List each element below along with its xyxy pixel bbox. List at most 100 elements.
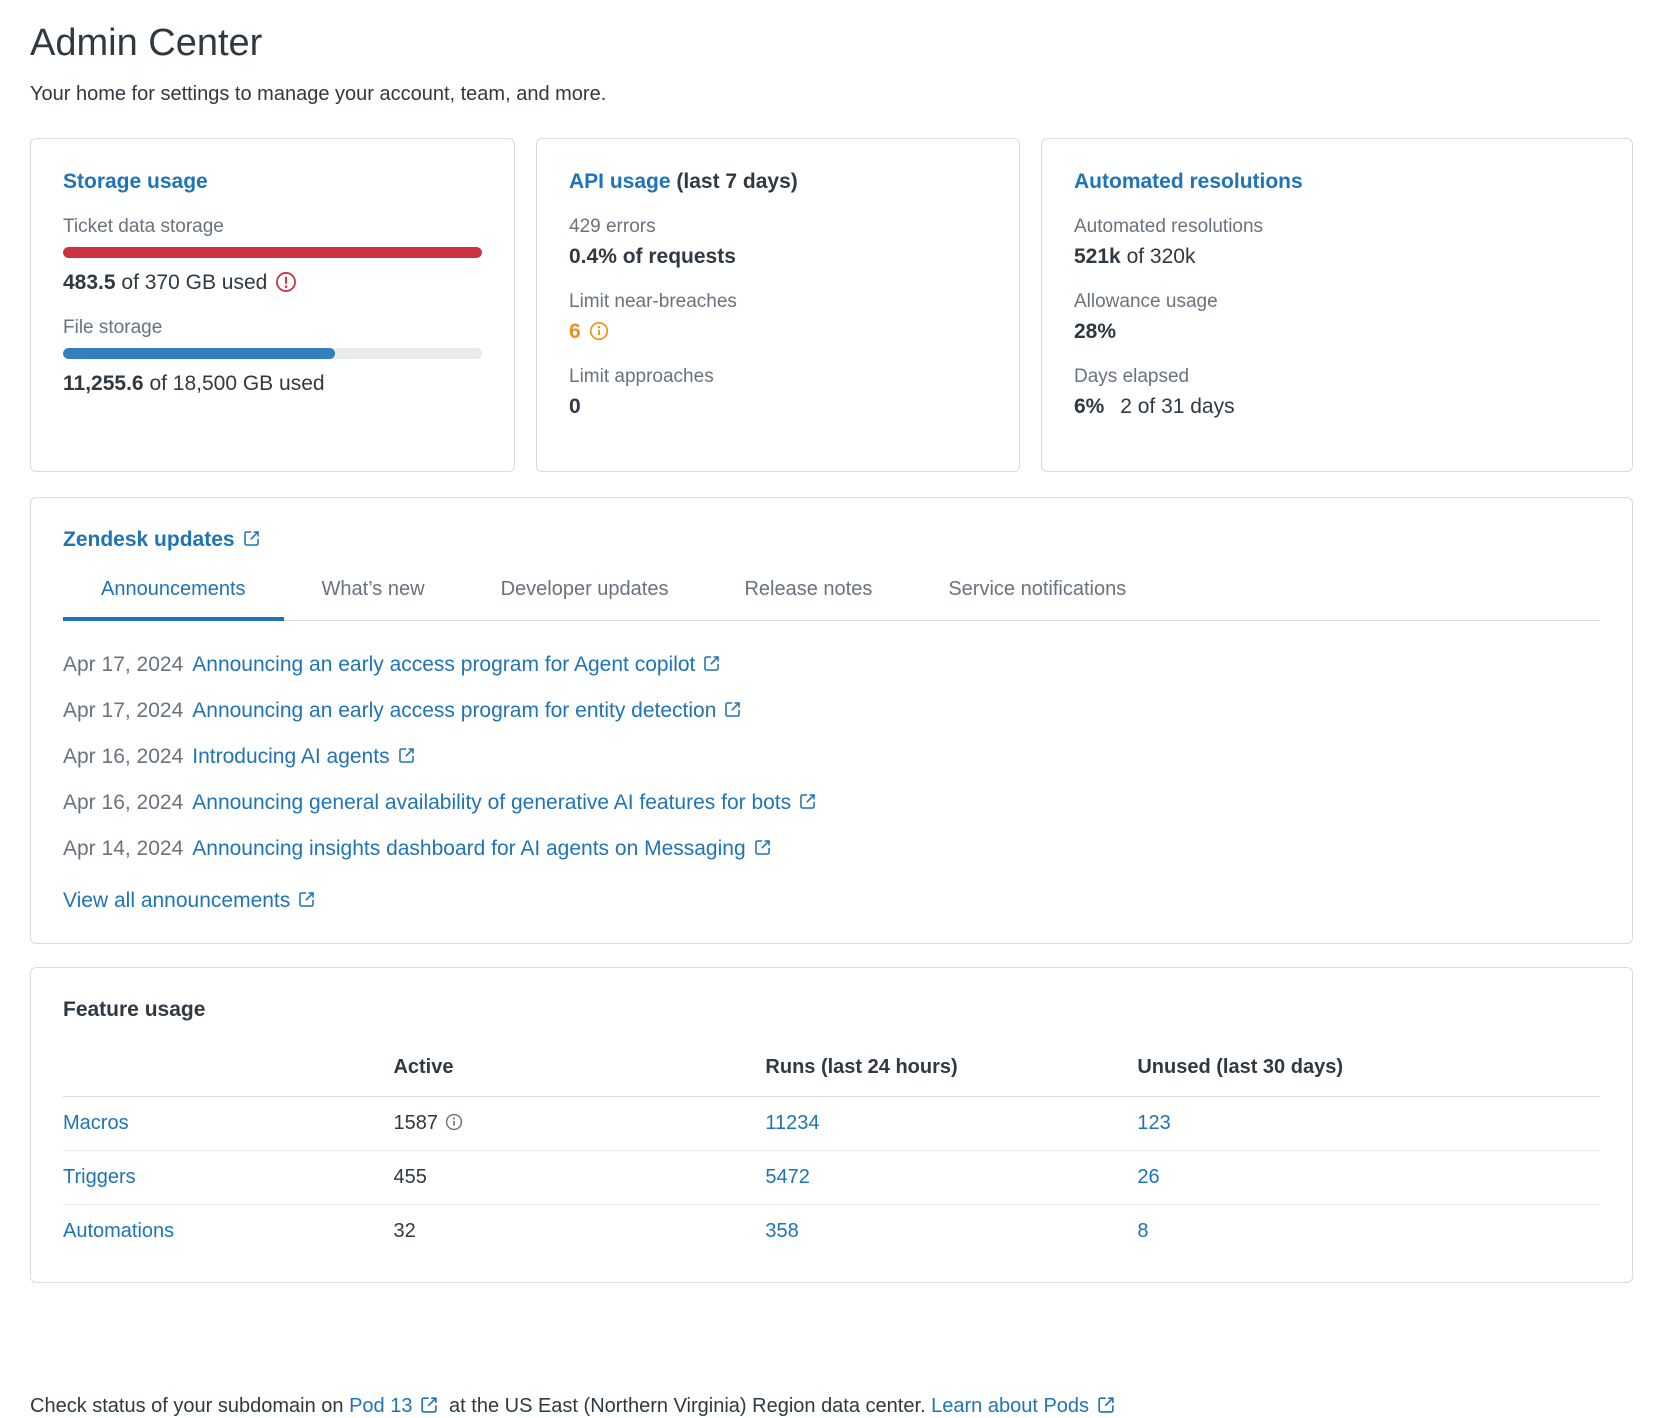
automations-runs-link[interactable]: 358 [765, 1220, 799, 1243]
storage-usage-title: Storage usage [63, 169, 482, 194]
tab-developer-updates[interactable]: Developer updates [500, 578, 669, 601]
external-link-icon [702, 654, 721, 673]
footer-prefix: Check status of your subdomain on [30, 1395, 344, 1418]
triggers-runs-link[interactable]: 5472 [765, 1166, 810, 1189]
column-header-runs: Runs (last 24 hours) [765, 1056, 958, 1079]
feature-usage-card: Feature usage Active Runs (last 24 hours… [30, 967, 1633, 1284]
tab-whats-new[interactable]: What’s new [321, 578, 425, 601]
page-subtitle: Your home for settings to manage your ac… [30, 83, 607, 105]
announcement-row: Apr 16, 2024 Announcing general availabil… [63, 780, 1600, 826]
announcement-date: Apr 17, 2024 [63, 653, 184, 677]
external-link-icon [1096, 1395, 1116, 1415]
api-errors-value: 0.4% of requests [569, 245, 736, 269]
footer-middle: at the US East (Northern Virginia) Regio… [449, 1395, 926, 1418]
announcement-link[interactable]: Announcing general availability of gener… [192, 791, 792, 815]
tab-service-notifications[interactable]: Service notifications [948, 578, 1127, 601]
announcement-link[interactable]: Announcing insights dashboard for AI age… [192, 837, 746, 861]
days-elapsed-value: 6% 2 of 31 days [1074, 395, 1235, 419]
announcement-row: Apr 17, 2024 Announcing an early access p… [63, 688, 1600, 734]
limit-approaches-label: Limit approaches [569, 366, 714, 388]
admin-center-page: Admin Center Your home for settings to m… [30, 22, 1633, 1418]
macros-unused-link[interactable]: 123 [1137, 1112, 1171, 1135]
days-elapsed-label: Days elapsed [1074, 366, 1190, 388]
pod-link[interactable]: Pod 13 [349, 1395, 413, 1418]
table-row-triggers: Triggers 455 5472 26 [63, 1151, 1600, 1206]
file-storage-suffix: of 18,500 GB used [149, 372, 325, 396]
macros-runs-link[interactable]: 11234 [765, 1112, 820, 1135]
external-link-icon [397, 746, 416, 765]
triggers-unused-link[interactable]: 26 [1137, 1166, 1160, 1189]
api-usage-link[interactable]: API usage [569, 170, 671, 193]
feature-usage-title: Feature usage [63, 998, 206, 1022]
external-link-icon [297, 890, 316, 909]
announcement-date: Apr 14, 2024 [63, 837, 184, 861]
announcement-link[interactable]: Announcing an early access program for A… [192, 653, 696, 677]
ticket-storage-progressbar [63, 247, 482, 259]
learn-about-pods-link[interactable]: Learn about Pods [931, 1395, 1090, 1418]
view-all-announcements-link[interactable]: View all announcements [63, 889, 316, 913]
announcement-list: Apr 17, 2024 Announcing an early access p… [63, 642, 1600, 872]
automated-resolutions-card: Automated resolutions Automated resoluti… [1041, 138, 1633, 473]
limit-approaches-value: 0 [569, 395, 581, 419]
announcement-date: Apr 16, 2024 [63, 791, 184, 815]
feature-usage-table: Active Runs (last 24 hours) Unused (last… [63, 1044, 1600, 1258]
announcement-date: Apr 16, 2024 [63, 745, 184, 769]
table-row-automations: Automations 32 358 8 [63, 1205, 1600, 1258]
feature-usage-header-row: Active Runs (last 24 hours) Unused (last… [63, 1044, 1600, 1098]
file-storage-progress-fill [63, 348, 336, 360]
zendesk-updates-link[interactable]: Zendesk updates [63, 528, 235, 552]
file-storage-value: 11,255.6 of 18,500 GB used [63, 372, 482, 396]
storage-usage-card: Storage usage Ticket data storage 483.5 … [30, 138, 515, 473]
file-storage-label: File storage [63, 317, 163, 339]
ticket-storage-used: 483.5 [63, 271, 116, 295]
announcement-link[interactable]: Announcing an early access program for e… [192, 699, 717, 723]
external-link-icon [753, 838, 772, 857]
announcement-row: Apr 16, 2024 Introducing AI agents [63, 734, 1600, 780]
ticket-storage-value: 483.5 of 370 GB used [63, 271, 482, 295]
resolutions-count-label: Automated resolutions [1074, 216, 1264, 238]
status-footer: Check status of your subdomain on Pod 13… [30, 1395, 1633, 1418]
external-link-icon [723, 700, 742, 719]
tab-announcements[interactable]: Announcements [63, 578, 284, 622]
limit-near-breaches-label: Limit near-breaches [569, 291, 737, 313]
zendesk-updates-card: Zendesk updates Announcements What’s new… [30, 497, 1633, 945]
announcement-date: Apr 17, 2024 [63, 699, 184, 723]
announcement-link[interactable]: Introducing AI agents [192, 745, 390, 769]
external-link-icon [242, 529, 261, 548]
api-usage-title: API usage (last 7 days) [569, 169, 987, 194]
storage-usage-link[interactable]: Storage usage [63, 170, 208, 193]
announcement-row: Apr 17, 2024 Announcing an early access p… [63, 642, 1600, 688]
external-link-icon [798, 792, 817, 811]
column-header-active: Active [393, 1056, 454, 1079]
column-header-unused: Unused (last 30 days) [1137, 1056, 1343, 1079]
file-storage-progressbar [63, 348, 482, 360]
tab-release-notes[interactable]: Release notes [744, 578, 873, 601]
near-breaches-info-icon[interactable] [589, 321, 609, 341]
api-errors-label: 429 errors [569, 216, 656, 238]
triggers-active-value: 455 [393, 1166, 427, 1189]
macros-info-icon[interactable] [445, 1113, 463, 1131]
triggers-link[interactable]: Triggers [63, 1166, 136, 1189]
page-title: Admin Center [30, 22, 263, 64]
ticket-storage-suffix: of 370 GB used [121, 271, 268, 295]
automations-unused-link[interactable]: 8 [1137, 1220, 1149, 1243]
external-link-icon [419, 1395, 439, 1415]
storage-warning-icon[interactable] [275, 271, 297, 293]
api-usage-card: API usage (last 7 days) 429 errors 0.4% … [536, 138, 1020, 473]
file-storage-used: 11,255.6 [63, 372, 144, 396]
api-usage-title-suffix: (last 7 days) [676, 170, 798, 193]
resolutions-count-value: 521k of 320k [1074, 245, 1196, 269]
allowance-usage-value: 28% [1074, 320, 1117, 344]
automations-active-value: 32 [393, 1220, 416, 1243]
allowance-usage-label: Allowance usage [1074, 291, 1218, 313]
ticket-storage-label: Ticket data storage [63, 216, 224, 238]
zendesk-updates-title: Zendesk updates [63, 528, 1600, 552]
summary-cards: Storage usage Ticket data storage 483.5 … [30, 138, 1633, 473]
updates-tabs: Announcements What’s new Developer updat… [63, 578, 1600, 622]
announcement-row: Apr 14, 2024 Announcing insights dashboar… [63, 826, 1600, 872]
macros-link[interactable]: Macros [63, 1112, 129, 1135]
automated-resolutions-link[interactable]: Automated resolutions [1074, 170, 1303, 193]
automated-resolutions-title: Automated resolutions [1074, 169, 1600, 194]
automations-link[interactable]: Automations [63, 1220, 175, 1243]
ticket-storage-progress-fill [63, 247, 482, 259]
